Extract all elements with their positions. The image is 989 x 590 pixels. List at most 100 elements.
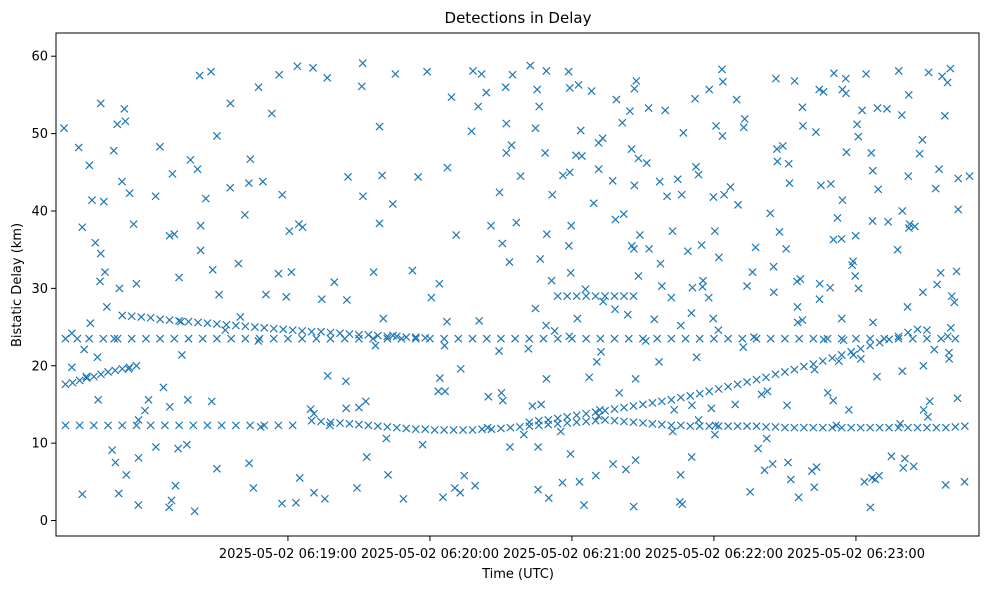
data-point <box>783 458 793 467</box>
data-point <box>95 277 105 286</box>
data-point <box>256 422 265 431</box>
data-point <box>768 460 777 469</box>
data-point <box>794 493 803 502</box>
data-point <box>673 175 682 184</box>
data-point <box>823 388 832 397</box>
data-point <box>826 283 835 292</box>
data-point <box>739 343 748 352</box>
data-point <box>212 131 221 140</box>
data-point <box>686 422 695 431</box>
data-point <box>369 334 378 343</box>
data-point <box>867 148 876 157</box>
data-point <box>837 350 846 359</box>
data-point <box>773 157 782 166</box>
data-point <box>851 271 860 281</box>
data-point <box>298 334 307 343</box>
data-point <box>704 293 713 302</box>
data-point <box>780 334 789 343</box>
data-point <box>851 334 860 343</box>
data-point <box>283 334 292 343</box>
data-point <box>775 227 784 236</box>
data-point <box>61 421 70 430</box>
data-point <box>505 258 514 267</box>
data-point <box>175 316 184 325</box>
data-point <box>111 458 120 467</box>
data-point <box>357 82 366 91</box>
data-point <box>667 334 676 343</box>
data-point <box>630 84 639 93</box>
data-point <box>206 67 216 76</box>
data-point <box>573 314 582 323</box>
data-point <box>784 159 793 168</box>
data-point <box>231 421 240 430</box>
data-point <box>382 434 391 443</box>
data-point <box>542 321 551 330</box>
data-point <box>638 400 647 409</box>
data-point <box>118 421 127 430</box>
data-point <box>544 494 553 503</box>
data-point <box>848 261 857 270</box>
data-point <box>531 304 540 313</box>
data-point <box>186 155 195 164</box>
data-point <box>536 254 545 263</box>
data-point <box>89 421 98 430</box>
data-point <box>919 361 928 370</box>
data-point <box>326 418 335 427</box>
data-point <box>358 192 367 201</box>
data-point <box>535 102 544 111</box>
data-point <box>441 387 450 396</box>
data-point <box>915 149 924 158</box>
data-point <box>698 282 707 291</box>
data-point <box>245 459 254 468</box>
data-point <box>269 324 278 333</box>
data-point <box>512 218 521 227</box>
data-point <box>176 317 185 326</box>
data-point <box>475 316 484 325</box>
data-point <box>663 192 672 201</box>
data-point <box>468 334 477 343</box>
data-point <box>156 334 165 343</box>
data-point <box>330 278 339 287</box>
data-point <box>771 74 780 83</box>
data-point <box>430 425 439 435</box>
data-point <box>127 334 136 343</box>
data-point <box>399 494 408 503</box>
data-point <box>763 387 772 396</box>
data-point <box>761 373 771 382</box>
data-point <box>591 292 600 301</box>
data-point <box>160 421 169 430</box>
data-point <box>898 206 907 216</box>
data-point <box>565 168 574 177</box>
data-point <box>572 418 581 427</box>
data-point <box>240 210 249 219</box>
data-point <box>60 124 69 133</box>
data-point <box>933 280 942 289</box>
data-point <box>847 423 856 432</box>
data-point <box>807 466 816 476</box>
data-point <box>766 209 775 218</box>
data-point <box>67 363 76 372</box>
data-point <box>427 293 436 302</box>
data-point <box>495 347 504 356</box>
data-point <box>752 375 761 384</box>
data-point <box>748 268 757 277</box>
data-point <box>661 106 670 115</box>
data-point <box>553 334 562 343</box>
data-point <box>629 502 638 511</box>
data-point <box>619 210 628 219</box>
data-point <box>799 423 808 432</box>
data-point <box>815 85 824 94</box>
data-point <box>134 501 143 510</box>
data-point <box>184 317 193 326</box>
data-point <box>657 397 666 406</box>
plot-marks <box>60 59 974 516</box>
data-point <box>811 128 820 137</box>
data-point <box>99 334 108 343</box>
data-point <box>692 353 701 362</box>
data-point <box>591 416 600 425</box>
data-point <box>345 419 354 428</box>
data-point <box>196 246 205 255</box>
data-point <box>375 219 384 228</box>
data-point <box>118 177 127 186</box>
